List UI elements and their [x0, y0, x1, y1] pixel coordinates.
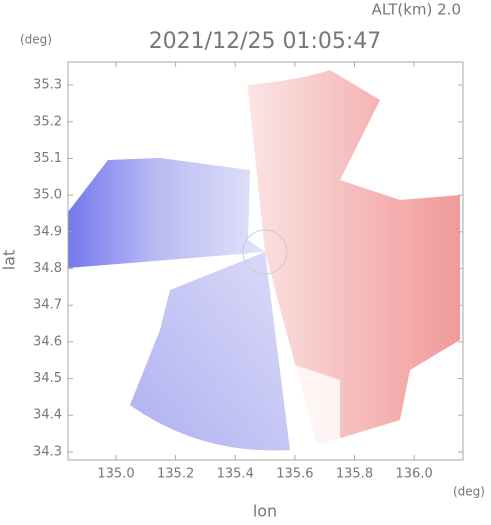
negative-velocity [130, 252, 290, 451]
y-tick-label: 35.0 [33, 188, 62, 203]
altitude-label: ALT(km) 2.0 [372, 1, 461, 19]
y-unit: (deg) [20, 33, 52, 47]
y-tick-label: 35.1 [33, 151, 62, 166]
y-tick-label: 34.4 [33, 408, 62, 423]
y-tick-label: 35.2 [33, 114, 62, 129]
x-tick-label: 135.0 [97, 467, 134, 482]
radar-field [68, 70, 460, 455]
y-tick-label: 34.5 [33, 371, 62, 386]
y-tick-label: 34.8 [33, 261, 62, 276]
radar-site [242, 229, 288, 275]
x-tick-label: 135.8 [336, 467, 373, 482]
y-tick-label: 34.3 [33, 444, 62, 459]
positive-velocity [247, 70, 460, 446]
negative-velocity [68, 158, 265, 268]
y-tick-label: 34.7 [33, 298, 62, 313]
y-tick-label: 34.6 [33, 334, 62, 349]
chart-title: 2021/12/25 01:05:47 [149, 29, 382, 54]
x-tick-label: 135.6 [276, 467, 313, 482]
x-unit: (deg) [453, 485, 485, 499]
no-echo [280, 360, 340, 455]
x-tick-label: 136.0 [396, 467, 433, 482]
y-tick-label: 34.9 [33, 224, 62, 239]
plot-frame [67, 61, 464, 461]
x-axis-label: lon [253, 502, 277, 521]
x-tick-label: 135.2 [157, 467, 194, 482]
y-axis-label: lat [0, 250, 19, 271]
x-tick-label: 135.4 [217, 467, 254, 482]
y-tick-label: 35.3 [33, 78, 62, 93]
